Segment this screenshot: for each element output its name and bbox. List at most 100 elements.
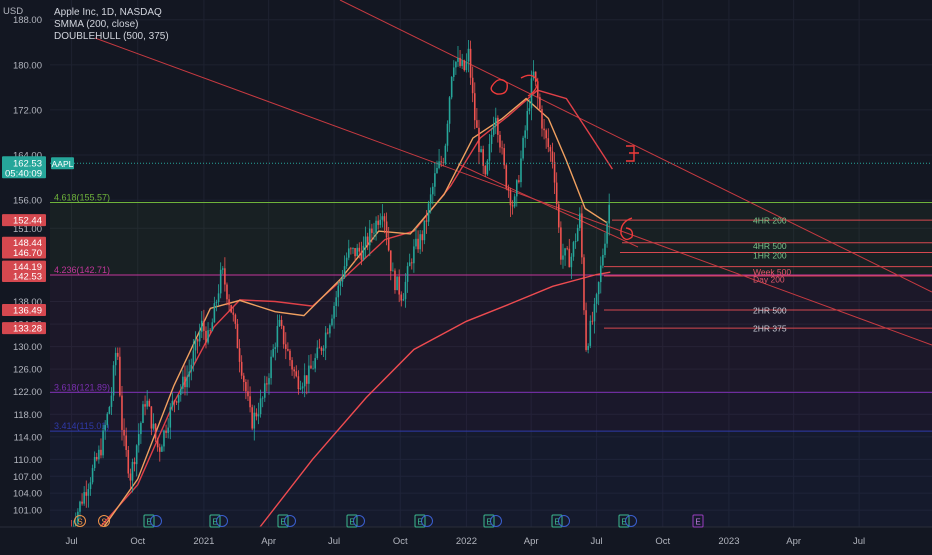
candle-body	[322, 348, 325, 351]
candle-body	[116, 352, 119, 357]
price-badge	[2, 260, 46, 273]
candle-body	[455, 61, 457, 68]
candle-body	[77, 511, 79, 524]
candle-body	[125, 435, 127, 450]
candle-body	[394, 270, 396, 291]
candle-body	[188, 371, 190, 377]
indicator-doublehull-label[interactable]: DOUBLEHULL (500, 375)	[54, 31, 169, 42]
candle-body	[329, 325, 331, 334]
earnings-marker	[551, 514, 563, 528]
candle-body	[341, 277, 344, 282]
candle-body	[312, 368, 314, 370]
candle-body	[379, 219, 382, 225]
candle-body	[133, 461, 136, 465]
earnings-marker-ring	[216, 515, 228, 527]
candle-body	[450, 76, 453, 98]
candle-body	[318, 347, 321, 349]
x-tick-label: Oct	[655, 536, 670, 547]
dividend-marker	[74, 515, 86, 527]
candle-body	[581, 213, 583, 258]
candle-body	[150, 406, 153, 429]
candle-body	[316, 347, 319, 359]
candle-body	[137, 434, 140, 446]
candle-body	[492, 125, 495, 135]
candle-body	[526, 111, 529, 131]
candle-body	[599, 265, 602, 283]
candle-body	[463, 60, 466, 71]
candle-body	[261, 397, 264, 399]
countdown-text: 05:40:09	[5, 168, 42, 179]
candle-body	[473, 93, 476, 121]
earnings-marker-label: E	[486, 518, 491, 527]
candle-body	[352, 248, 354, 249]
candle-body	[520, 158, 522, 183]
ma-line	[99, 89, 613, 528]
candle-body	[142, 404, 144, 423]
y-tick-label: 126.00	[13, 365, 42, 376]
candle-body	[572, 242, 575, 257]
y-tick-label: 138.00	[13, 297, 42, 308]
candle-body	[396, 276, 398, 291]
candle-body	[249, 396, 251, 408]
candle-body	[242, 375, 245, 382]
candle-body	[566, 248, 568, 250]
dividend-marker-label: S	[77, 518, 82, 527]
earnings-marker-ring	[558, 515, 570, 527]
candle-body	[350, 248, 352, 250]
candle-body	[541, 109, 543, 129]
price-badge-text: 133.28	[13, 324, 42, 335]
x-tick-label: 2021	[193, 536, 214, 547]
candle-body	[209, 330, 211, 332]
candle-body	[266, 383, 268, 385]
earnings-marker-label: E	[621, 518, 626, 527]
candle-body	[140, 422, 142, 435]
y-tick-label: 122.00	[13, 387, 42, 398]
candle-body	[203, 320, 205, 331]
earnings-marker-label: E	[417, 518, 422, 527]
symbol-badge-text: AAPL	[52, 159, 74, 169]
candle-body	[429, 194, 432, 204]
candle-body	[608, 204, 610, 224]
candle-body	[539, 97, 541, 110]
candle-body	[230, 305, 232, 313]
y-tick-label: 107.00	[13, 472, 42, 483]
candle-body	[574, 241, 577, 243]
candle-body	[568, 248, 571, 268]
fib-level-label: 4.618(155.57)	[54, 193, 110, 203]
candle-body	[476, 120, 478, 128]
candle-body	[471, 77, 474, 94]
candle-body	[196, 339, 199, 342]
candle-body	[295, 371, 298, 377]
candle-body	[148, 400, 151, 407]
candle-body	[423, 220, 426, 241]
candle-body	[219, 269, 222, 294]
candle-body	[320, 347, 323, 351]
candle-body	[200, 320, 203, 332]
y-axis[interactable]: 188.00 180.00 172.00 164.00 156.00 151.00 138.…	[0, 0, 74, 550]
candle-body	[358, 247, 361, 252]
candle-body	[368, 228, 371, 246]
y-tick-label: 156.00	[13, 196, 42, 207]
candle-body	[255, 412, 258, 417]
candle-body	[131, 461, 134, 481]
candle-body	[457, 57, 459, 62]
price-badge-text: 152.44	[13, 216, 42, 227]
candle-body	[469, 48, 472, 78]
drawing-mark-3	[626, 145, 639, 162]
drawing-circle-1	[490, 78, 508, 95]
x-axis[interactable]: Jul Oct 2021 Apr Jul Oct 2022 Apr Jul Oct 2023 Apr J…	[0, 526, 932, 550]
candle-body	[347, 248, 350, 258]
candle-body	[95, 456, 98, 460]
candle-body	[314, 358, 316, 369]
candle-body	[524, 130, 526, 138]
candle-body	[354, 248, 356, 257]
candle-body	[234, 314, 237, 324]
indicator-smma-label[interactable]: SMMA (200, close)	[54, 19, 138, 30]
chart-title: Apple Inc, 1D, NASDAQ	[54, 7, 162, 18]
earnings-marker-label: E	[695, 518, 700, 527]
candle-body	[387, 237, 390, 251]
candle-body	[299, 388, 302, 390]
candle-body	[503, 148, 505, 166]
candle-body	[108, 406, 111, 414]
